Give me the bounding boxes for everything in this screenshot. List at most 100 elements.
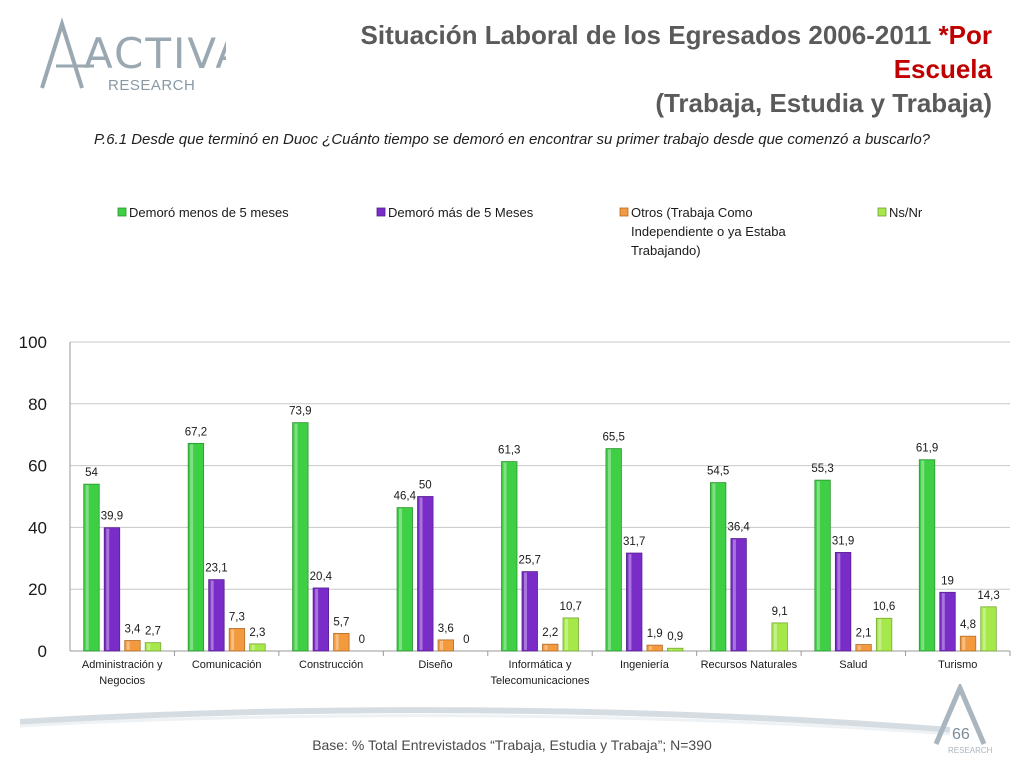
bar-0-5 xyxy=(605,448,622,652)
bar-3-7 xyxy=(875,617,893,652)
page-title: Situación Laboral de los Egresados 2006-… xyxy=(272,18,993,120)
bar-0-3 xyxy=(396,507,413,652)
bar-2-8 xyxy=(959,635,977,652)
x-tick-label-0: Administración y xyxy=(82,659,163,671)
bar-2-5 xyxy=(646,644,663,652)
bar-1-4 xyxy=(521,571,538,652)
bar-0-2 xyxy=(292,422,309,652)
legend-label-line: Independiente o ya Estaba xyxy=(631,224,786,239)
legend-swatch-3 xyxy=(877,207,887,217)
y-tick-label-80: 80 xyxy=(28,395,47,414)
bar-2-2 xyxy=(333,632,350,652)
legend-label-line: Demoró menos de 5 meses xyxy=(129,205,289,220)
legend-swatch-0 xyxy=(117,207,127,217)
bar-0-8 xyxy=(918,459,936,652)
bar-0-7 xyxy=(814,479,831,652)
bar-3-6 xyxy=(771,622,788,652)
title-line3: (Trabaja, Estudia y Trabaja) xyxy=(655,88,992,118)
y-tick-label-60: 60 xyxy=(28,457,47,476)
data-label-1-8: 19 xyxy=(941,575,954,587)
bar-highlight-1-7 xyxy=(837,553,841,650)
page-number: 66 xyxy=(952,726,970,743)
data-label-1-2: 20,4 xyxy=(310,571,333,583)
activa-research-logo: ACTIVA RESEARCH xyxy=(40,17,226,94)
x-tick-label-1: Comunicación xyxy=(192,659,262,671)
bar-0-6 xyxy=(709,482,727,652)
y-tick-label-40: 40 xyxy=(28,518,47,537)
bar-highlight-3-6 xyxy=(773,623,777,650)
data-label-3-4: 10,7 xyxy=(560,601,582,613)
data-label-1-0: 39,9 xyxy=(101,511,123,523)
x-tick-label-7: Salud xyxy=(839,659,867,671)
data-label-2-7: 2,1 xyxy=(856,628,872,640)
data-label-2-3: 3,6 xyxy=(438,623,454,635)
bar-0-0 xyxy=(83,483,100,652)
x-tick-label-4: Informática y xyxy=(509,659,572,671)
data-label-0-0: 54 xyxy=(85,467,98,479)
data-label-1-6: 36,4 xyxy=(727,522,750,534)
bar-highlight-0-6 xyxy=(712,483,716,650)
bar-highlight-1-0 xyxy=(106,528,110,650)
x-tick-label-6: Recursos Naturales xyxy=(701,659,798,671)
bar-highlight-3-4 xyxy=(565,618,568,650)
bar-highlight-1-6 xyxy=(732,539,736,650)
data-label-2-2: 5,7 xyxy=(333,616,349,628)
data-label-1-7: 31,9 xyxy=(832,535,854,547)
bar-highlight-1-5 xyxy=(628,554,632,650)
bar-highlight-3-8 xyxy=(982,607,986,650)
data-label-3-1: 2,3 xyxy=(249,627,265,639)
bar-3-5 xyxy=(667,647,684,652)
data-label-0-4: 61,3 xyxy=(498,445,520,457)
data-label-2-8: 4,8 xyxy=(960,619,976,631)
data-label-0-8: 61,9 xyxy=(916,443,938,455)
bar-1-1 xyxy=(208,579,225,652)
bar-2-1 xyxy=(228,628,246,652)
bar-1-0 xyxy=(103,527,121,652)
bar-highlight-0-2 xyxy=(294,423,298,650)
legend-label-line: Ns/Nr xyxy=(889,205,923,220)
bar-highlight-2-4 xyxy=(544,645,548,650)
data-label-3-6: 9,1 xyxy=(772,606,788,618)
bar-2-3 xyxy=(437,639,454,652)
bar-highlight-3-7 xyxy=(878,619,882,650)
survey-question: P.6.1 Desde que terminó en Duoc ¿Cuánto … xyxy=(93,131,931,148)
legend-swatch-1 xyxy=(376,207,386,217)
title-line1: Situación Laboral de los Egresados 2006-… xyxy=(360,20,939,50)
data-label-0-7: 55,3 xyxy=(811,463,833,475)
bar-1-2 xyxy=(312,587,330,652)
data-label-3-5: 0,9 xyxy=(667,631,683,643)
bar-highlight-0-0 xyxy=(85,485,89,650)
data-label-0-2: 73,9 xyxy=(289,406,311,418)
bar-1-5 xyxy=(626,552,643,652)
bar-2-4 xyxy=(542,643,559,652)
bar-highlight-1-8 xyxy=(941,593,945,650)
bar-highlight-3-0 xyxy=(147,643,151,650)
y-tick-label-0: 0 xyxy=(38,642,47,661)
legend-label-0: Demoró menos de 5 meses xyxy=(129,205,289,220)
title-line2: Escuela xyxy=(893,54,992,84)
data-label-1-4: 25,7 xyxy=(519,555,541,567)
data-label-1-5: 31,7 xyxy=(623,536,645,548)
x-tick-label-3: Diseño xyxy=(418,659,452,671)
bar-chart: Demoró menos de 5 meses Demoró más de 5 M… xyxy=(19,205,1011,687)
data-label-1-3: 50 xyxy=(419,480,432,492)
bar-highlight-1-1 xyxy=(210,580,214,650)
data-label-2-4: 2,2 xyxy=(542,627,558,639)
data-label-1-1: 23,1 xyxy=(205,563,227,575)
x-tick-label-2: Construcción xyxy=(299,659,363,671)
bar-0-4 xyxy=(501,461,518,652)
bar-highlight-2-3 xyxy=(440,640,444,650)
bar-highlight-0-7 xyxy=(816,481,820,650)
bar-highlight-0-8 xyxy=(921,460,925,650)
data-label-0-1: 67,2 xyxy=(185,426,207,438)
data-label-2-1: 7,3 xyxy=(229,611,245,623)
y-tick-label-20: 20 xyxy=(28,580,47,599)
base-note: Base: % Total Entrevistados “Trabaja, Es… xyxy=(312,737,712,753)
bar-1-8 xyxy=(939,591,956,652)
bar-highlight-0-5 xyxy=(607,449,611,650)
corner-logo: RESEARCH xyxy=(933,684,993,755)
data-label-2-5: 1,9 xyxy=(647,628,663,640)
legend-label-line: Demoró más de 5 Meses xyxy=(388,205,534,220)
corner-logo-sub: RESEARCH xyxy=(948,746,993,755)
bar-highlight-2-7 xyxy=(857,645,861,650)
